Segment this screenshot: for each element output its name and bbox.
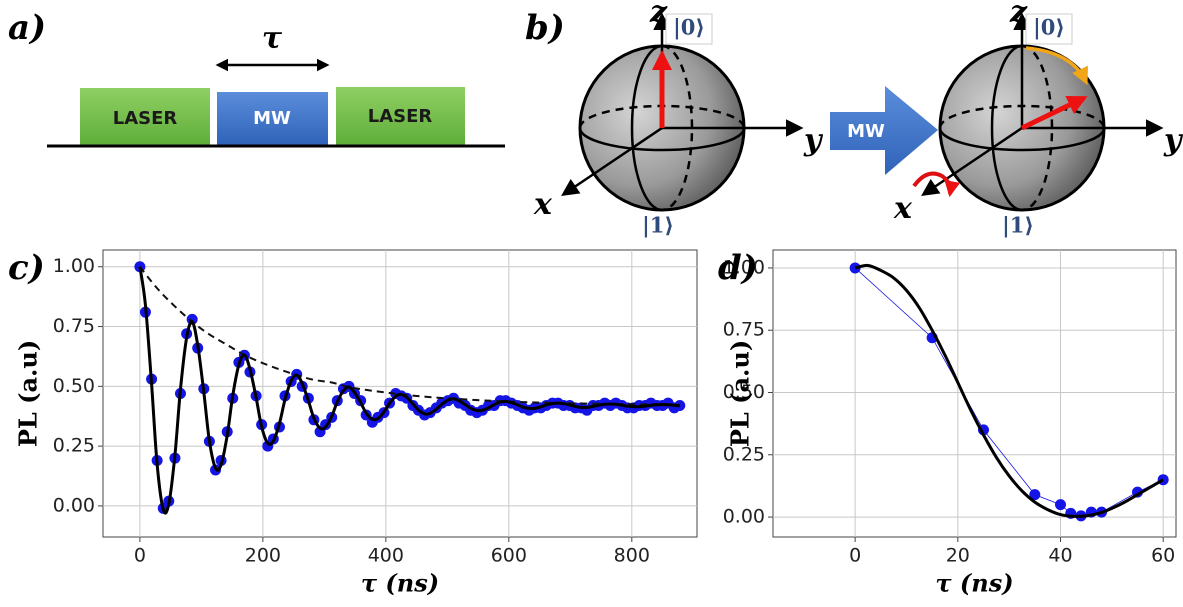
y-tick-label: 0.25: [53, 435, 95, 457]
chart: 0 20 40 60 0.00 0.25 0.50 0.75 1.00d) τ (ns) PL (a…: [718, 248, 1177, 598]
state-label: |0⟩: [1033, 15, 1065, 40]
mw-arrow: [830, 86, 938, 175]
chart: 0 200 400 600 800 0.00 0.25 0.50 0.75 1.00 c) τ (ns…: [8, 248, 698, 598]
tau-label: τ: [262, 21, 283, 56]
y-tick-label: 0.00: [723, 506, 765, 528]
y-tick-label: 0.00: [53, 494, 95, 516]
panel-label: a): [8, 8, 46, 48]
state-label: |1⟩: [642, 213, 674, 238]
x-axis-label: τ (ns): [935, 569, 1013, 598]
fit-line: [138, 266, 680, 515]
panel-a: a) τ LASER MW LASER: [8, 8, 505, 148]
axis-name: z: [649, 0, 668, 30]
y-axis-label: PL (a.u): [726, 340, 755, 447]
data-point: [1029, 489, 1041, 501]
pulse-label: MW: [253, 108, 291, 129]
y-tick-label: 1.00: [723, 256, 765, 278]
laser-pulse: [80, 88, 210, 145]
panel-label: d): [718, 248, 758, 288]
x-tick-label: 0: [849, 545, 861, 567]
y-axis-label: PL (a.u): [14, 340, 43, 447]
mw-arrow-label: MW: [847, 121, 885, 142]
y-tick-label: 0.75: [723, 319, 765, 341]
panel-label: c): [8, 248, 45, 288]
y-tick-label: 0.75: [53, 315, 95, 337]
x-axis-label: τ (ns): [361, 569, 439, 598]
fit-line: [854, 263, 1164, 518]
state-label: |1⟩: [1002, 213, 1034, 238]
x-tick-label: 60: [1151, 545, 1175, 567]
panel-b: b) z |0⟩ y x |1⟩ MW: [525, 0, 1183, 238]
laser-pulse: [336, 87, 465, 145]
panel-label: b): [525, 8, 565, 48]
x-tick-label: 400: [368, 545, 404, 567]
x-tick-label: 800: [614, 545, 650, 567]
x-tick-label: 600: [491, 545, 527, 567]
y-tick-label: 0.25: [723, 443, 765, 465]
axis-name: x: [533, 187, 553, 222]
axis-name: y: [803, 123, 824, 158]
bloch-sphere: z |0⟩ y x |1⟩: [533, 0, 824, 238]
plot-area: [772, 249, 1177, 538]
data-point: [1054, 499, 1066, 511]
bloch-sphere: z |0⟩ y x |1⟩: [893, 0, 1183, 238]
y-tick-label: 0.50: [723, 381, 765, 403]
mw-pulse: [217, 92, 328, 145]
pulse-label: LASER: [113, 108, 178, 129]
state-label: |0⟩: [673, 15, 705, 40]
axis-name: z: [1009, 0, 1028, 30]
x-tick-label: 20: [946, 545, 970, 567]
axis-name: y: [1163, 123, 1183, 158]
axis-name: x: [893, 191, 913, 226]
x-tick-label: 0: [134, 545, 146, 567]
y-tick-label: 0.50: [53, 375, 95, 397]
pulse-label: LASER: [368, 106, 433, 127]
x-tick-label: 40: [1048, 545, 1072, 567]
y-tick-label: 1.00: [53, 255, 95, 277]
fit-line: [139, 266, 680, 406]
x-tick-label: 200: [245, 545, 281, 567]
